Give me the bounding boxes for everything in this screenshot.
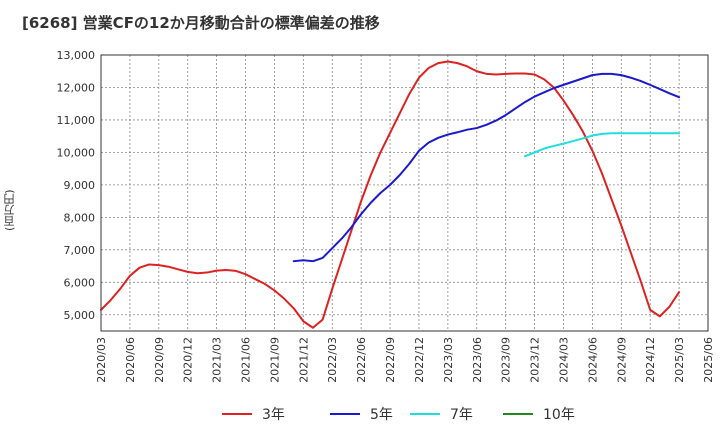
y-tick-label: 6,000	[64, 276, 96, 289]
plot-area-background	[101, 55, 708, 331]
x-tick-label: 2025/03	[673, 337, 686, 383]
x-tick-label: 2022/09	[384, 337, 397, 383]
x-tick-label: 2020/03	[95, 337, 108, 383]
x-tick-label: 2021/03	[211, 337, 224, 383]
legend-label: 5年	[370, 407, 393, 423]
series-line-5年	[292, 72, 681, 263]
x-tick-label: 2024/03	[557, 337, 570, 383]
y-axis-ticks: 5,000 6,000 7,000 8,000 9,000 10,000 11,000 12,…	[57, 49, 96, 322]
x-tick-label: 2020/06	[124, 337, 137, 383]
x-tick-label: 2022/03	[326, 337, 339, 383]
x-tick-label: 2024/06	[586, 337, 599, 383]
x-tick-label: 2021/06	[240, 337, 253, 383]
y-tick-label: 7,000	[64, 244, 96, 257]
y-tick-label: 13,000	[57, 49, 96, 62]
y-tick-label: 5,000	[64, 309, 96, 322]
legend-label: 3年	[262, 407, 285, 423]
legend: 3年 5年 7年 10年	[222, 407, 575, 423]
legend-label: 10年	[543, 407, 575, 423]
x-tick-label: 2020/09	[153, 337, 166, 383]
y-tick-label: 11,000	[57, 114, 96, 127]
x-tick-label: 2024/12	[644, 337, 657, 383]
y-tick-label: 12,000	[57, 81, 96, 94]
chart-title: [6268] 営業CFの12か月移動合計の標準偏差の推移	[22, 14, 380, 32]
x-tick-label: 2023/06	[471, 337, 484, 383]
y-tick-label: 9,000	[64, 179, 96, 192]
x-tick-label: 2025/06	[702, 337, 715, 383]
x-tick-label: 2020/12	[182, 337, 195, 383]
y-tick-label: 10,000	[57, 146, 96, 159]
legend-label: 7年	[450, 407, 473, 423]
x-tick-label: 2023/09	[500, 337, 513, 383]
plot-area-border	[100, 54, 709, 332]
series-lines	[100, 60, 681, 329]
x-tick-label: 2021/12	[297, 337, 310, 383]
x-tick-label: 2022/12	[413, 337, 426, 383]
x-tick-label: 2022/06	[355, 337, 368, 383]
x-tick-label: 2023/12	[529, 337, 542, 383]
series-line-7年	[523, 132, 681, 158]
series-line-3年	[100, 60, 681, 329]
x-tick-label: 2023/03	[442, 337, 455, 383]
x-axis-ticks: 2020/03 2020/06 2020/09 2020/12 2021/03 2021/…	[95, 337, 715, 383]
y-tick-label: 8,000	[64, 211, 96, 224]
x-tick-label: 2024/09	[615, 337, 628, 383]
x-tick-label: 2021/09	[268, 337, 281, 383]
